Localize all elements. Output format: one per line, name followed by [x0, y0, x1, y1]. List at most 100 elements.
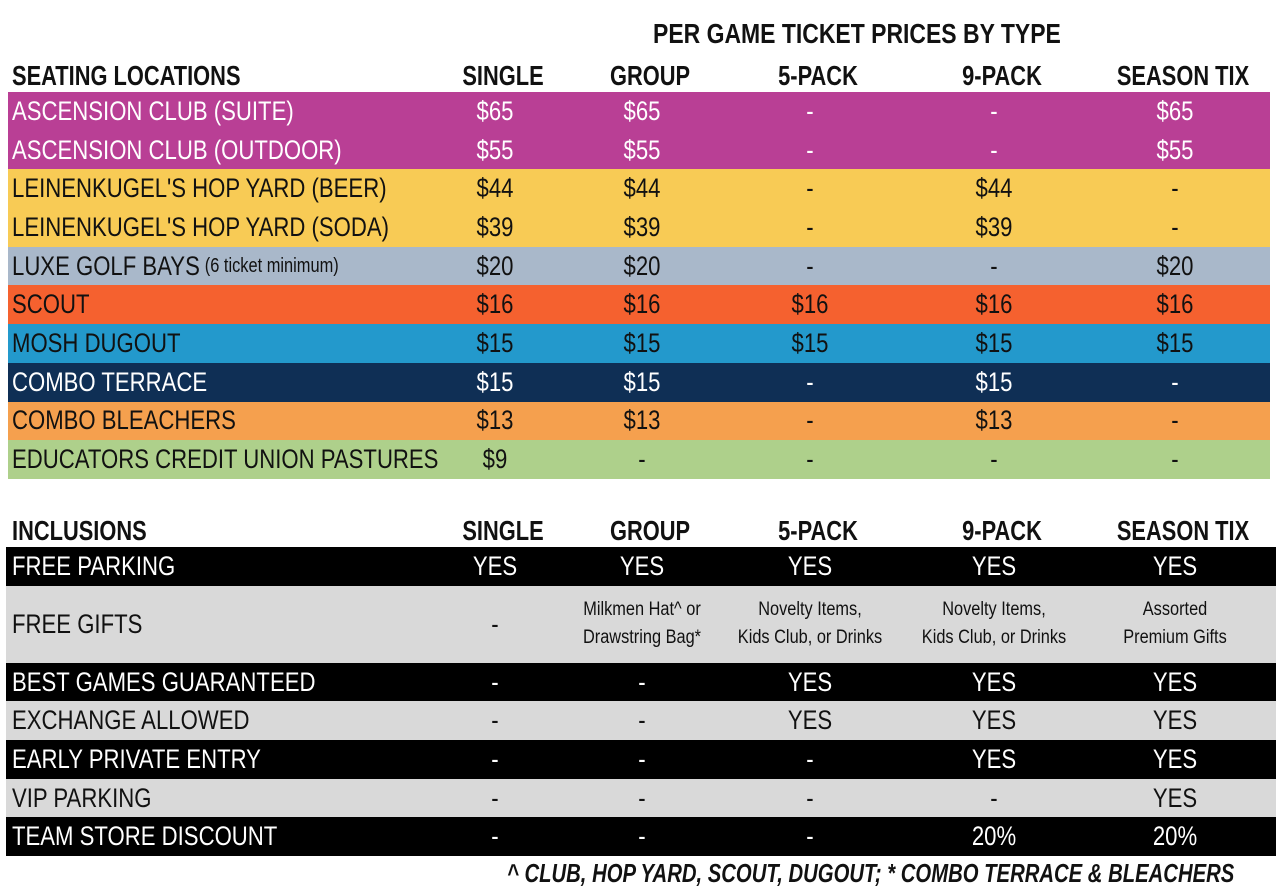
col-single-header: SINGLE: [462, 60, 544, 91]
inclusion-cell: -: [491, 821, 499, 852]
inclusion-cell: -: [491, 666, 499, 697]
inclusion-cell: Assorted Premium Gifts: [1123, 586, 1227, 663]
pricing-row-label: COMBO BLEACHERS: [12, 402, 236, 441]
pricing-row-name: LEINENKUGEL'S HOP YARD (SODA): [12, 211, 390, 242]
inclusion-row-label: EXCHANGE ALLOWED: [12, 701, 249, 740]
col-9pack-header: 9-PACK: [962, 515, 1042, 546]
pricing-row-name: MOSH DUGOUT: [12, 327, 181, 358]
pricing-cell: -: [990, 95, 998, 126]
inclusion-cell: YES: [971, 743, 1017, 774]
col-5pack-header: 5-PACK: [778, 60, 858, 91]
inclusion-cell: YES: [1152, 666, 1198, 697]
inclusion-cell-line: Novelty Items,: [758, 599, 862, 621]
inclusion-cell: YES: [787, 666, 833, 697]
pricing-row-label: ASCENSION CLUB (SUITE): [12, 92, 294, 131]
inclusion-cell: YES: [787, 550, 833, 581]
pricing-row-label: MOSH DUGOUT: [12, 324, 181, 363]
inclusion-cell: YES: [1152, 550, 1198, 581]
pricing-cell: $65: [623, 95, 661, 126]
pricing-cell: $15: [476, 327, 514, 358]
inclusion-cell: YES: [1152, 743, 1198, 774]
pricing-cell: -: [1171, 173, 1179, 204]
inclusion-cell-line: Kids Club, or Drinks: [737, 627, 883, 649]
inclusion-cell: YES: [787, 705, 833, 736]
inclusion-row-label: EARLY PRIVATE ENTRY: [12, 740, 261, 779]
col-single-header: SINGLE: [462, 515, 544, 546]
inclusions-table: INCLUSIONS SINGLE GROUP 5-PACK 9-PACK SE…: [0, 509, 1280, 857]
inclusion-row-name: EXCHANGE ALLOWED: [12, 705, 250, 736]
pricing-cell: -: [1171, 211, 1179, 242]
col-5pack-header: 5-PACK: [778, 515, 858, 546]
pricing-cell: -: [990, 444, 998, 475]
inclusion-cell: YES: [619, 550, 665, 581]
pricing-row-note: (6 ticket minimum): [204, 254, 339, 277]
pricing-cell: $44: [975, 173, 1013, 204]
pricing-cell: -: [806, 444, 814, 475]
inclusion-row-name: VIP PARKING: [12, 782, 152, 813]
inclusion-cell: YES: [1152, 782, 1198, 813]
pricing-cell: $9: [482, 444, 508, 475]
inclusion-cell: YES: [971, 705, 1017, 736]
inclusion-cell: -: [638, 782, 646, 813]
inclusion-cell: -: [491, 705, 499, 736]
pricing-cell: $39: [476, 211, 514, 242]
inclusion-cell: 20%: [971, 821, 1017, 852]
pricing-row-name: COMBO TERRACE: [12, 366, 208, 397]
inclusion-row-label: FREE GIFTS: [12, 586, 142, 663]
inclusion-row-name: BEST GAMES GUARANTEED: [12, 666, 316, 697]
inclusion-row-name: EARLY PRIVATE ENTRY: [12, 743, 261, 774]
pricing-cell: $15: [476, 366, 514, 397]
inclusion-row-name: FREE PARKING: [12, 550, 176, 581]
pricing-row: MOSH DUGOUT $15 $15 $15 $15 $15: [8, 324, 1270, 363]
inclusion-row-label: TEAM STORE DISCOUNT: [12, 817, 277, 856]
pricing-column-headers: SEATING LOCATIONS SINGLE GROUP 5-PACK 9-…: [0, 54, 1280, 92]
inclusions-header: INCLUSIONS: [12, 515, 147, 546]
inclusion-cell-line: Drawstring Bag*: [582, 627, 702, 649]
inclusion-cell-line: Assorted: [1142, 599, 1208, 621]
pricing-cell: $15: [791, 327, 829, 358]
col-group-header: GROUP: [609, 515, 691, 546]
inclusion-cell: Novelty Items, Kids Club, or Drinks: [922, 586, 1066, 663]
pricing-cell: $16: [476, 289, 514, 320]
pricing-cell: $65: [1156, 95, 1194, 126]
pricing-cell: $16: [791, 289, 829, 320]
pricing-cell: -: [806, 211, 814, 242]
pricing-cell: $16: [975, 289, 1013, 320]
inclusion-cell: YES: [971, 666, 1017, 697]
inclusion-cell: -: [638, 705, 646, 736]
pricing-cell: -: [638, 444, 646, 475]
inclusion-row-name: FREE GIFTS: [12, 608, 143, 639]
pricing-cell: $39: [623, 211, 661, 242]
pricing-table: SEATING LOCATIONS SINGLE GROUP 5-PACK 9-…: [0, 54, 1280, 479]
pricing-cell: $20: [476, 250, 514, 281]
inclusion-row: TEAM STORE DISCOUNT - - - 20% 20%: [6, 817, 1276, 857]
pricing-cell: $16: [623, 289, 661, 320]
inclusions-column-headers: INCLUSIONS SINGLE GROUP 5-PACK 9-PACK SE…: [0, 509, 1280, 547]
col-group-header: GROUP: [609, 60, 691, 91]
pricing-cell: $55: [476, 134, 514, 165]
pricing-cell: $15: [975, 327, 1013, 358]
pricing-cell: $15: [623, 366, 661, 397]
pricing-cell: $13: [623, 405, 661, 436]
inclusion-row-label: VIP PARKING: [12, 779, 151, 818]
col-9pack-header: 9-PACK: [962, 60, 1042, 91]
pricing-row-name: COMBO BLEACHERS: [12, 405, 236, 436]
pricing-cell: -: [1171, 444, 1179, 475]
pricing-cell: -: [1171, 366, 1179, 397]
pricing-cell: -: [990, 134, 998, 165]
pricing-cell: -: [806, 95, 814, 126]
inclusion-cell-line: Premium Gifts: [1123, 627, 1227, 649]
pricing-row: EDUCATORS CREDIT UNION PASTURES $9 - - - -: [8, 440, 1270, 479]
col-season-header: SEASON TIX: [1116, 515, 1250, 546]
inclusion-cell-line: Novelty Items,: [942, 599, 1046, 621]
inclusion-row-name: TEAM STORE DISCOUNT: [12, 821, 278, 852]
pricing-cell: $16: [1156, 289, 1194, 320]
inclusion-cell: -: [638, 743, 646, 774]
inclusion-cell: Milkmen Hat^ or Drawstring Bag*: [583, 586, 701, 663]
inclusion-row-label: BEST GAMES GUARANTEED: [12, 663, 315, 702]
seating-locations-header: SEATING LOCATIONS: [12, 60, 241, 91]
table-title-bar: PER GAME TICKET PRICES BY TYPE: [0, 14, 1280, 54]
inclusion-cell: -: [806, 821, 814, 852]
inclusion-cell-line: Kids Club, or Drinks: [921, 627, 1067, 649]
inclusion-cell: YES: [1152, 705, 1198, 736]
